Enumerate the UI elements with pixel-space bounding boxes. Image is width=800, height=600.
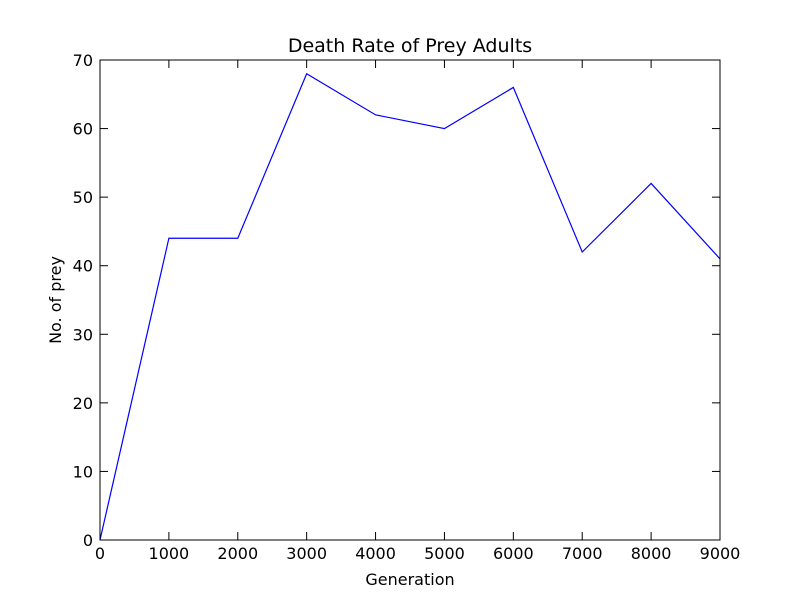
x-tick-label: 9000	[700, 544, 741, 563]
series-line-0	[99, 72, 721, 541]
y-tick-label: 70	[73, 51, 93, 70]
y-tick-label: 10	[73, 462, 93, 481]
axes-frame	[99, 59, 721, 541]
axis-ticks: 0 1000 2000 3000 4000 5000 6000 7000 8000 9000 0 10…	[73, 51, 741, 563]
y-tick-label: 30	[73, 325, 93, 344]
y-tick-label: 50	[73, 188, 93, 207]
x-tick-label: 1000	[149, 544, 190, 563]
x-tick-label: 6000	[493, 544, 534, 563]
y-tick-label: 40	[73, 257, 93, 276]
x-tick-label: 7000	[562, 544, 603, 563]
x-tick-label: 4000	[355, 544, 396, 563]
y-tick-label: 20	[73, 394, 93, 413]
y-axis-label: No. of prey	[46, 256, 65, 344]
x-axis-label: Generation	[365, 570, 454, 589]
x-tick-label: 5000	[424, 544, 465, 563]
x-tick-label: 2000	[217, 544, 258, 563]
x-tick-label: 0	[95, 544, 105, 563]
y-tick-label: 60	[73, 120, 93, 139]
plot-area	[99, 72, 721, 541]
chart-title: Death Rate of Prey Adults	[288, 35, 532, 57]
y-tick-label: 0	[83, 531, 93, 550]
x-tick-label: 8000	[631, 544, 672, 563]
x-tick-label: 3000	[286, 544, 327, 563]
